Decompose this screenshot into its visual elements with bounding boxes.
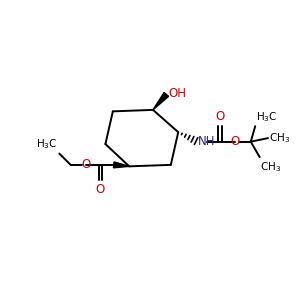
Text: H$_3$C: H$_3$C [36, 137, 58, 151]
Text: O: O [96, 183, 105, 196]
Text: O: O [215, 110, 224, 123]
Text: CH$_3$: CH$_3$ [260, 160, 281, 174]
Text: NH: NH [198, 135, 215, 148]
Text: O: O [81, 158, 90, 171]
Polygon shape [153, 92, 169, 110]
Text: O: O [231, 135, 240, 148]
Polygon shape [113, 162, 129, 168]
Text: CH$_3$: CH$_3$ [269, 131, 291, 145]
Text: OH: OH [168, 87, 186, 100]
Text: H$_3$C: H$_3$C [256, 110, 278, 124]
